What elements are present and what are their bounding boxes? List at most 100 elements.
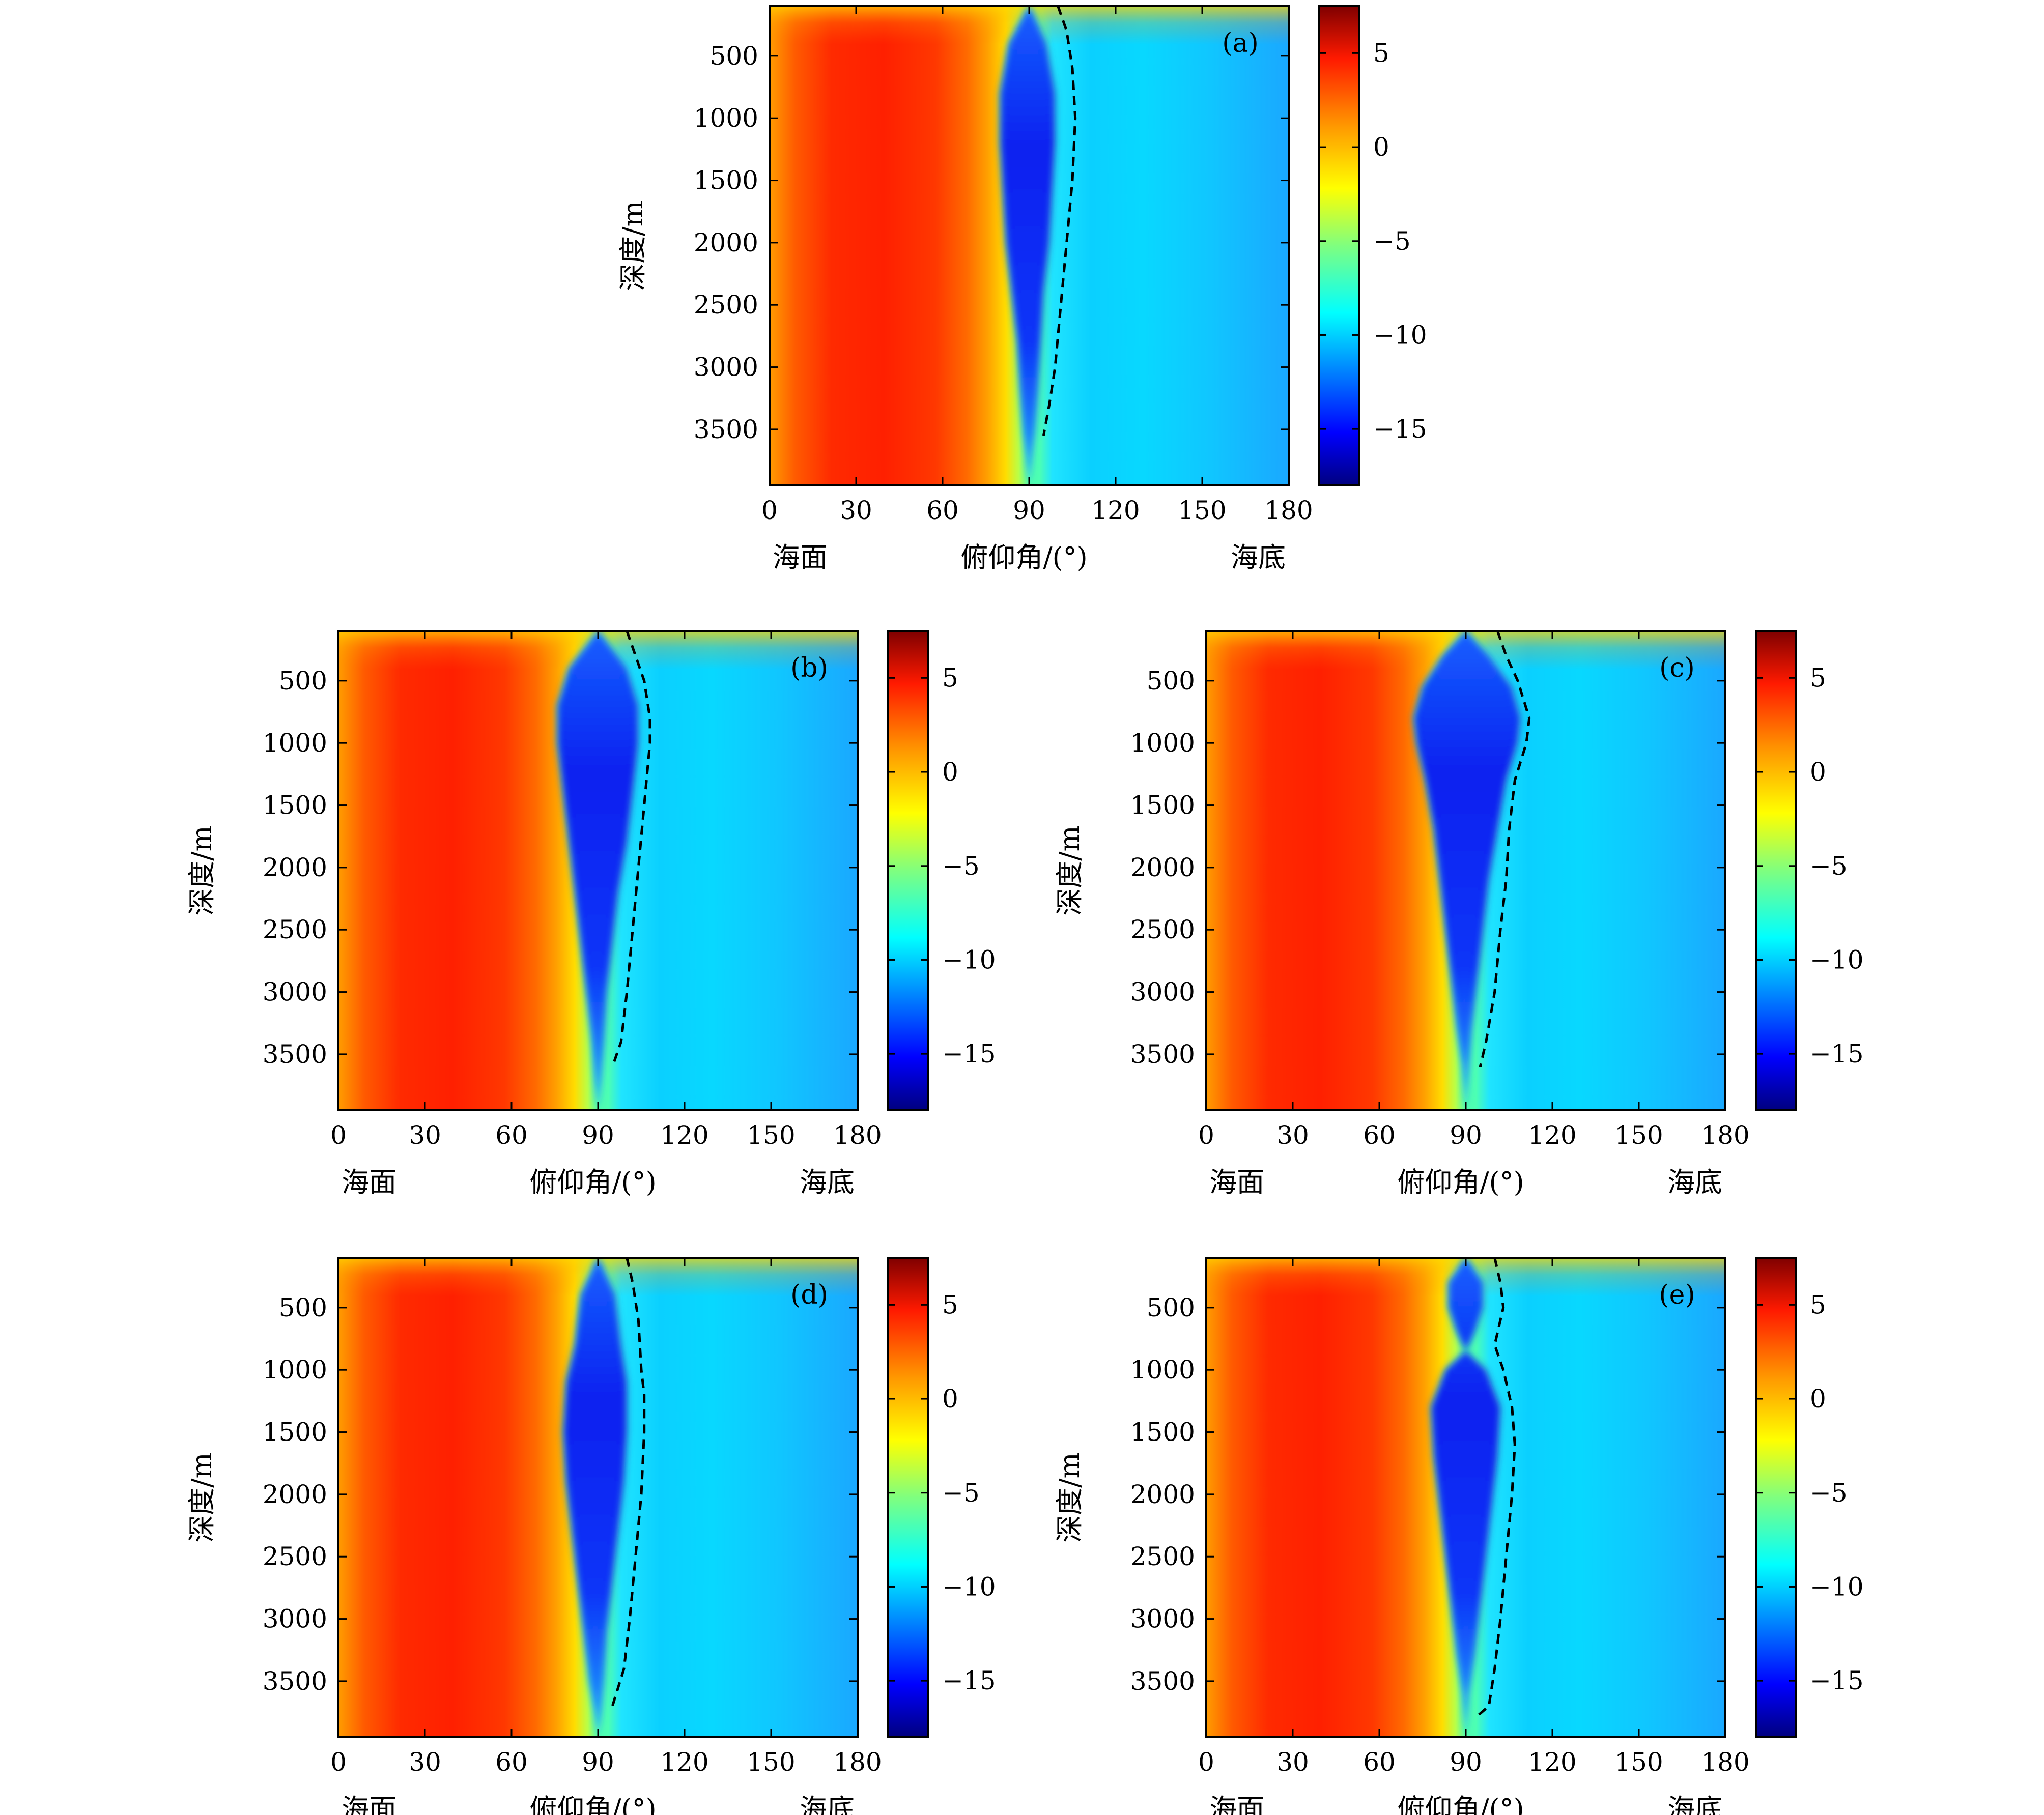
y-tick-label: 1000 — [694, 103, 758, 133]
x-tick-label: 180 — [833, 1747, 882, 1777]
colorbar-tick-label: −10 — [1810, 1572, 1864, 1601]
x-tick-label: 150 — [1614, 1120, 1663, 1150]
y-tick-label: 3000 — [263, 1604, 327, 1634]
x-tick-label: 0 — [330, 1120, 347, 1150]
x-tick-label: 60 — [495, 1120, 528, 1150]
x-tick-label: 180 — [1701, 1747, 1749, 1777]
x-tick-label: 120 — [1528, 1747, 1576, 1777]
y-tick-label: 3500 — [694, 415, 758, 444]
x-axis-title: 俯仰角/(°) — [529, 1166, 656, 1198]
x-tick-label: 60 — [1363, 1747, 1396, 1777]
y-tick-label: 500 — [1147, 1293, 1195, 1322]
colorbar-tick-label: −5 — [942, 1478, 980, 1508]
panel-label: (c) — [1659, 653, 1695, 683]
panel-a: 0 30 60 90 120 150 180 500 1000 1500 2000 2500 3000 3… — [617, 5, 1427, 573]
x-tick-label: 120 — [660, 1747, 708, 1777]
y-tick-label: 2000 — [1130, 1480, 1195, 1509]
y-tick-label: 2000 — [263, 1480, 327, 1509]
panel-label: (e) — [1659, 1280, 1695, 1310]
x-axis-title: 俯仰角/(°) — [960, 541, 1087, 573]
y-tick-label: 1500 — [263, 1418, 327, 1447]
colorbar-tick-label: −5 — [1810, 1478, 1848, 1508]
x-tick-label: 30 — [1276, 1747, 1309, 1777]
colorbar-tick-label: 0 — [942, 757, 958, 787]
colorbar-tick-label: 5 — [1373, 38, 1389, 68]
y-tick-label: 2500 — [263, 915, 327, 944]
x-tick-label: 30 — [840, 496, 872, 525]
colorbar: 5 0 −5 −10 −15 — [1318, 5, 1427, 486]
x-tick-label: 120 — [1091, 496, 1140, 525]
colorbar-gradient — [887, 630, 929, 1111]
dashed-contour-line — [1473, 1258, 1516, 1720]
y-tick-label: 1000 — [1130, 728, 1195, 758]
x-axis-title: 俯仰角/(°) — [1397, 1793, 1524, 1815]
x-tick-label: 120 — [660, 1120, 708, 1150]
x-right-label: 海底 — [1667, 1793, 1722, 1815]
colorbar-tick-label: −10 — [1373, 320, 1427, 350]
blue-region — [563, 1258, 627, 1737]
colorbar: 5 0 −5 −10 −15 — [1755, 630, 1864, 1111]
y-tick-label: 1000 — [1130, 1355, 1195, 1385]
y-tick-label: 500 — [279, 666, 327, 696]
y-tick-label: 3000 — [263, 977, 327, 1007]
x-tick-label: 0 — [1198, 1747, 1214, 1777]
x-tick-label: 60 — [1363, 1120, 1396, 1150]
colorbar-tick-label: −5 — [942, 851, 980, 881]
y-tick-label: 1000 — [263, 728, 327, 758]
heatmap-field — [1206, 631, 1725, 1110]
blue-region — [1000, 6, 1055, 485]
dashed-contour-line — [1042, 6, 1077, 436]
x-left-label: 海面 — [1209, 1793, 1264, 1815]
x-left-label: 海面 — [773, 541, 828, 573]
colorbar-tick-label: 5 — [942, 1290, 958, 1319]
y-tick-label: 1500 — [1130, 791, 1195, 820]
x-tick-label: 0 — [761, 496, 778, 525]
x-tick-label: 150 — [1178, 496, 1226, 525]
colorbar-tick-label: 5 — [1810, 663, 1826, 693]
x-tick-label: 150 — [1614, 1747, 1663, 1777]
x-tick-label: 180 — [1264, 496, 1313, 525]
x-tick-label: 0 — [330, 1747, 347, 1777]
y-tick-label: 3500 — [263, 1040, 327, 1069]
colorbar-tick-label: −15 — [1810, 1666, 1864, 1695]
colorbar-gradient — [887, 1257, 929, 1738]
dashed-contour-line — [1479, 631, 1531, 1067]
y-tick-label: 1500 — [694, 166, 758, 195]
x-tick-label: 180 — [833, 1120, 882, 1150]
y-tick-label: 500 — [710, 41, 758, 71]
colorbar-tick-label: −5 — [1810, 851, 1848, 881]
y-tick-label: 3000 — [694, 353, 758, 382]
blue-region — [557, 631, 639, 1110]
y-tick-label: 2000 — [694, 228, 758, 257]
heatmap-field — [1206, 1258, 1725, 1737]
x-left-label: 海面 — [342, 1793, 396, 1815]
y-tick-label: 2000 — [263, 853, 327, 882]
dashed-contour-line — [611, 1258, 646, 1707]
colorbar-tick-label: 0 — [1810, 757, 1826, 787]
colorbar-tick-label: −5 — [1373, 226, 1411, 256]
y-tick-label: 3500 — [263, 1666, 327, 1696]
y-axis-title: 深度/m — [1054, 1452, 1086, 1542]
y-tick-label: 500 — [1147, 666, 1195, 696]
x-right-label: 海底 — [1667, 1166, 1722, 1198]
panel-c: 0 30 60 90 120 150 180 500 1000 1500 2000 2500 3000 3… — [1054, 630, 1864, 1198]
blue-region — [1414, 631, 1521, 1110]
colorbar-tick-label: 5 — [1810, 1290, 1826, 1319]
y-axis-title: 深度/m — [186, 825, 218, 915]
x-tick-label: 90 — [1013, 496, 1045, 525]
colorbar-tick-label: −10 — [942, 1572, 996, 1601]
colorbar-tick-label: −15 — [942, 1039, 996, 1069]
blue-region — [1431, 1258, 1500, 1737]
y-tick-label: 3000 — [1130, 1604, 1195, 1634]
x-right-label: 海底 — [800, 1793, 855, 1815]
y-axis-title: 深度/m — [617, 200, 649, 291]
panel-b: 0 30 60 90 120 150 180 500 1000 1500 2000 2500 3000 3… — [186, 630, 996, 1198]
x-tick-label: 30 — [409, 1747, 441, 1777]
panel-label: (b) — [790, 653, 828, 683]
y-tick-label: 1500 — [263, 791, 327, 820]
colorbar-tick-label: −15 — [1810, 1039, 1864, 1069]
x-tick-label: 150 — [747, 1747, 795, 1777]
y-tick-label: 3500 — [1130, 1666, 1195, 1696]
colorbar: 5 0 −5 −10 −15 — [1755, 1257, 1864, 1738]
x-tick-label: 0 — [1198, 1120, 1214, 1150]
